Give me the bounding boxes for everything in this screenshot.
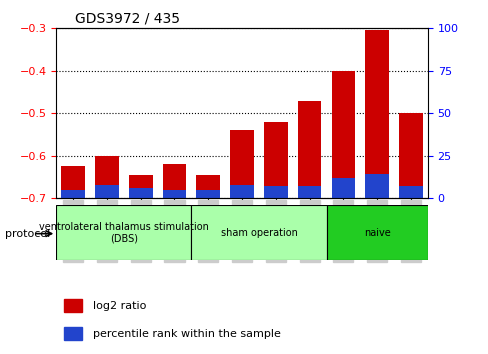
Bar — [264, 186, 287, 198]
Bar — [297, 101, 321, 198]
Bar — [331, 178, 354, 198]
Bar — [63, 299, 82, 312]
Text: GDS3972 / 435: GDS3972 / 435 — [75, 12, 180, 26]
Bar — [63, 327, 82, 340]
Bar — [230, 185, 253, 198]
Bar — [129, 188, 152, 198]
Bar — [365, 175, 388, 198]
Bar — [196, 175, 220, 198]
Bar — [264, 122, 287, 198]
Bar — [331, 71, 354, 198]
Bar — [61, 166, 85, 198]
Bar — [61, 190, 85, 198]
Bar — [191, 205, 326, 260]
Text: ventrolateral thalamus stimulation
(DBS): ventrolateral thalamus stimulation (DBS) — [39, 222, 208, 244]
Bar — [129, 175, 152, 198]
Bar — [326, 205, 427, 260]
Bar — [56, 205, 191, 260]
Text: protocol: protocol — [5, 229, 50, 239]
Bar — [95, 156, 119, 198]
Text: naive: naive — [363, 228, 390, 238]
Text: percentile rank within the sample: percentile rank within the sample — [93, 329, 281, 339]
Bar — [196, 190, 220, 198]
Text: sham operation: sham operation — [220, 228, 297, 238]
Bar — [365, 30, 388, 198]
Bar — [398, 113, 422, 198]
Text: log2 ratio: log2 ratio — [93, 301, 146, 311]
Bar — [163, 164, 186, 198]
Bar — [398, 186, 422, 198]
Bar — [95, 185, 119, 198]
Bar — [297, 186, 321, 198]
Bar — [163, 190, 186, 198]
Bar — [230, 130, 253, 198]
